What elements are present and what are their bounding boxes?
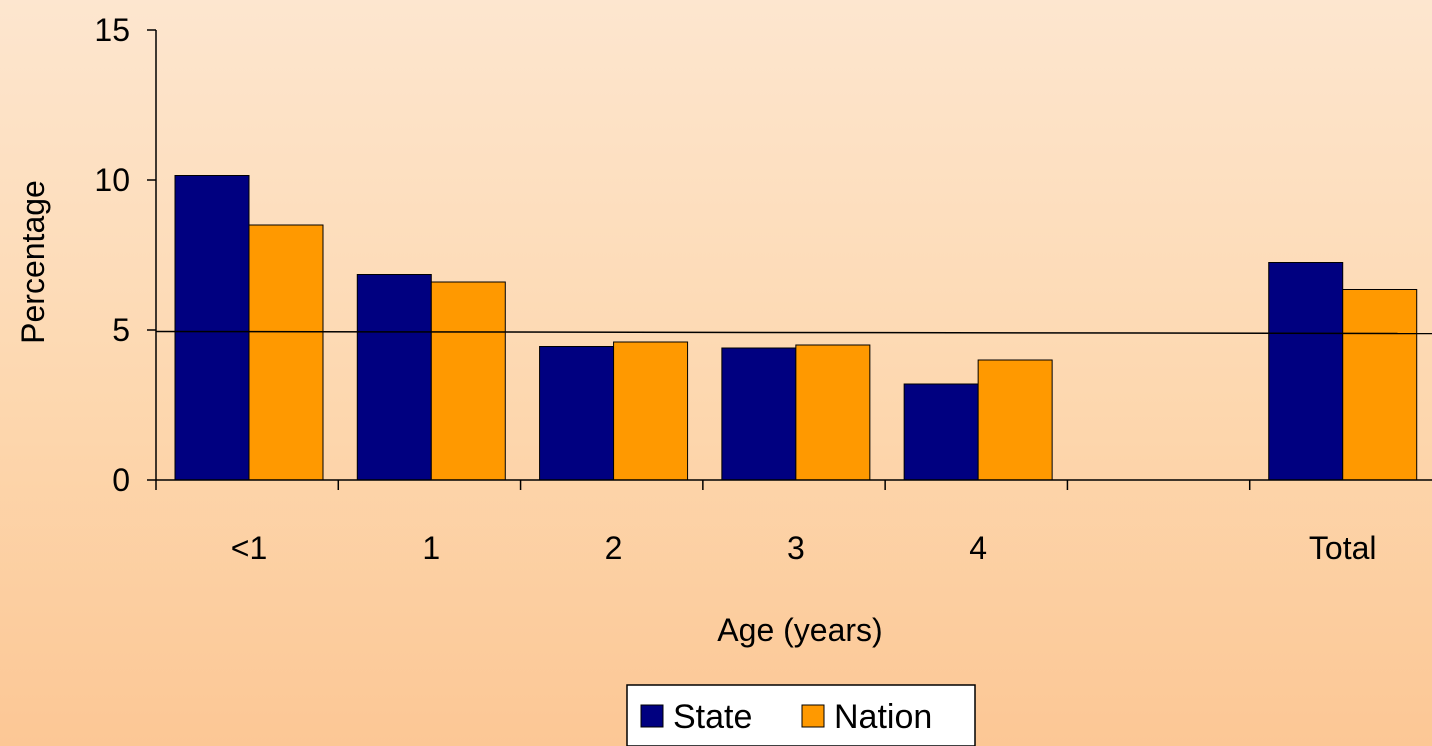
reference-line bbox=[155, 330, 1432, 335]
bar-state-2 bbox=[539, 346, 615, 481]
legend-box bbox=[626, 684, 976, 746]
legend: State Nation bbox=[626, 684, 976, 746]
x-tick-label-2: 2 bbox=[605, 530, 623, 566]
x-tick-label-0: <1 bbox=[231, 530, 267, 566]
x-axis-ticks: <1 1 2 3 4 Total bbox=[155, 480, 1377, 566]
bar-state-6 bbox=[1268, 262, 1344, 481]
bar-state-4 bbox=[903, 383, 979, 481]
bar-nation-1 bbox=[430, 281, 506, 481]
x-tick-label-1: 1 bbox=[422, 530, 440, 566]
legend-label-nation: Nation bbox=[834, 698, 932, 736]
bar-state-3 bbox=[721, 347, 797, 481]
x-tick-label-3: 3 bbox=[787, 530, 805, 566]
legend-label-state: State bbox=[673, 698, 752, 736]
bar-nation-6 bbox=[1342, 289, 1418, 481]
bar-state-1 bbox=[356, 274, 432, 481]
x-tick-label-4: 4 bbox=[969, 530, 987, 566]
plot-area bbox=[174, 175, 1418, 481]
x-axis-title: Age (years) bbox=[717, 612, 882, 648]
legend-swatch-nation bbox=[801, 704, 825, 728]
y-tick-label-0: 0 bbox=[112, 462, 130, 498]
x-tick-label-6: Total bbox=[1309, 530, 1377, 566]
bar-nation-4 bbox=[977, 359, 1053, 481]
legend-swatch-state bbox=[640, 704, 664, 728]
y-tick-label-10: 10 bbox=[94, 162, 130, 198]
bar-state-0 bbox=[174, 175, 250, 481]
bar-nation-2 bbox=[613, 341, 689, 481]
y-axis-ticks: 0 5 10 15 bbox=[94, 12, 156, 498]
y-tick-label-15: 15 bbox=[94, 12, 130, 48]
y-axis-title: Percentage bbox=[15, 180, 51, 344]
bar-nation-3 bbox=[795, 344, 871, 481]
bar-nation-0 bbox=[248, 224, 324, 481]
y-tick-label-5: 5 bbox=[112, 312, 130, 348]
